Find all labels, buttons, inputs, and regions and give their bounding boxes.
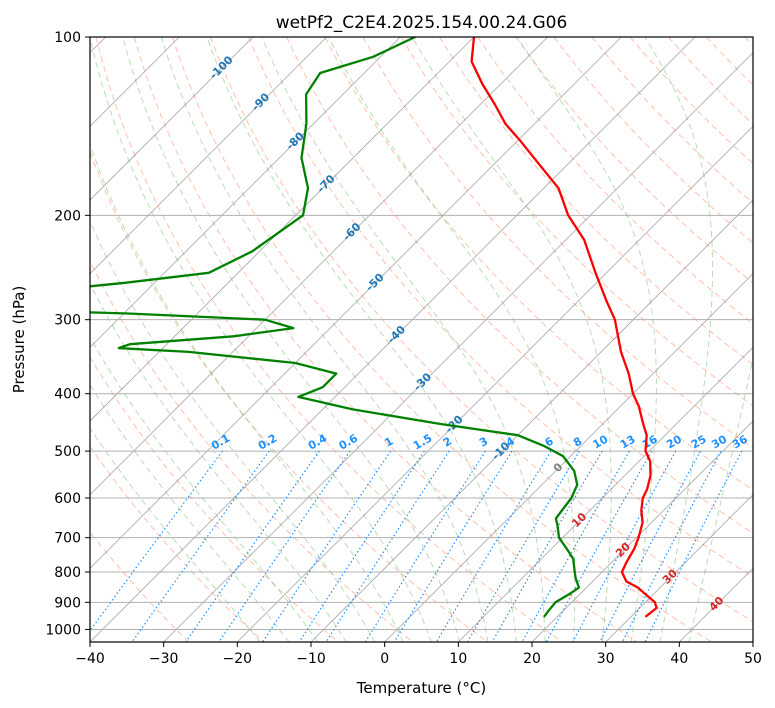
moist-adiabat-line bbox=[90, 220, 376, 642]
moist-adiabat-line bbox=[644, 37, 713, 642]
adiabat-lines bbox=[90, 37, 753, 642]
y-tick-label: 300 bbox=[54, 313, 81, 329]
isotherm-line bbox=[531, 420, 753, 642]
isotherm-line bbox=[90, 37, 254, 201]
moist-adiabat-line bbox=[90, 383, 290, 642]
mixing-ratio-line bbox=[621, 450, 722, 642]
mixing-ratio-line bbox=[521, 450, 631, 642]
y-tick-label: 600 bbox=[54, 491, 81, 507]
dry-adiabat-line bbox=[95, 37, 563, 642]
dry-adiabat-line bbox=[438, 37, 753, 366]
mixing-ratio-line bbox=[545, 450, 653, 642]
moist-adiabat-line bbox=[328, 37, 576, 642]
isobar-lines bbox=[90, 37, 753, 630]
isotherm-lines bbox=[90, 37, 753, 642]
dry-adiabat-line bbox=[90, 150, 488, 642]
isotherm-line bbox=[90, 37, 696, 642]
isotherm-line bbox=[90, 37, 475, 422]
sounding-profiles bbox=[90, 37, 658, 618]
moist-adiabat-line bbox=[411, 37, 612, 642]
mixing-ratio-lines bbox=[90, 450, 743, 642]
y-tick-label: 400 bbox=[54, 387, 81, 403]
dry-adiabat-line bbox=[477, 37, 753, 325]
x-tick-label: 40 bbox=[670, 651, 688, 667]
mixing-ratio-line bbox=[572, 450, 677, 642]
x-tick-label: −40 bbox=[75, 651, 105, 667]
x-tick-label: −10 bbox=[296, 651, 326, 667]
temperature-profile-line bbox=[470, 37, 658, 618]
mixing-ratio-line bbox=[491, 450, 603, 642]
dry-adiabat-line bbox=[171, 37, 712, 642]
isotherm-line bbox=[90, 37, 401, 348]
y-tick-label: 800 bbox=[54, 565, 81, 581]
isotherm-line bbox=[384, 273, 753, 642]
x-tick-label: 10 bbox=[449, 651, 467, 667]
chart-title: wetPf2_C2E4.2025.154.00.24.G06 bbox=[276, 13, 568, 33]
moist-adiabat-line bbox=[90, 427, 261, 642]
moist-adiabat-line bbox=[261, 37, 546, 642]
y-tick-label: 500 bbox=[54, 444, 81, 460]
x-axis-label: Temperature (°C) bbox=[356, 679, 486, 697]
isotherm-line bbox=[90, 37, 548, 496]
y-tick-label: 700 bbox=[54, 531, 81, 547]
moist-adiabat-line bbox=[90, 282, 347, 642]
isotherm-line bbox=[163, 52, 753, 642]
plot-area: 0.1 0.2 0.4 0.6 1 1.5 2 3 4 6 8 10 13 16 20 25 30 36-100-… bbox=[89, 36, 754, 643]
mixing-ratio-line bbox=[393, 450, 513, 642]
moist-adiabat-line bbox=[122, 37, 461, 642]
isotherm-line bbox=[237, 125, 753, 642]
y-tick-label: 900 bbox=[54, 595, 81, 611]
mixing-ratio-line bbox=[218, 450, 351, 642]
mixing-ratio-line bbox=[599, 450, 702, 642]
isotherm-line bbox=[752, 641, 753, 642]
isotherm-line bbox=[605, 494, 753, 642]
moist-adiabat-line bbox=[160, 37, 489, 642]
moist-adiabat-line bbox=[206, 37, 517, 642]
x-tick-label: 50 bbox=[744, 651, 762, 667]
moist-adiabat-line bbox=[90, 37, 432, 642]
dry-adiabat-line bbox=[248, 37, 753, 578]
dry-adiabat-line bbox=[133, 37, 638, 642]
dry-adiabat-line bbox=[90, 445, 264, 642]
dry-adiabat-line bbox=[210, 37, 753, 623]
dry-adiabat-line bbox=[324, 37, 753, 491]
moist-adiabat-line bbox=[688, 355, 753, 642]
mixing-ratio-line bbox=[90, 450, 223, 632]
y-tick-label: 200 bbox=[54, 208, 81, 224]
mixing-ratio-line bbox=[298, 450, 425, 642]
moist-adiabat-line bbox=[90, 142, 404, 642]
mixing-ratio-line bbox=[262, 450, 392, 642]
x-tick-label: 30 bbox=[597, 651, 615, 667]
y-tick-label: 1000 bbox=[45, 622, 81, 638]
isotherm-line bbox=[310, 199, 753, 642]
y-axis: 100 200 300 400 500 600 700 800 900 1000 bbox=[45, 30, 90, 638]
moist-adiabat-line bbox=[516, 37, 657, 642]
dry-adiabat-line bbox=[90, 356, 339, 642]
x-tick-label: −30 bbox=[149, 651, 179, 667]
mixing-ratio-line bbox=[644, 450, 743, 642]
x-axis: −40 −30 −20 −10 0 10 20 30 40 50 bbox=[75, 642, 762, 667]
plot-frame bbox=[89, 36, 754, 643]
mixing-ratio-line bbox=[185, 450, 320, 642]
x-tick-label: −20 bbox=[223, 651, 253, 667]
isotherm-line bbox=[458, 346, 753, 642]
isotherm-line bbox=[90, 37, 622, 569]
x-tick-label: 0 bbox=[380, 651, 389, 667]
y-tick-label: 100 bbox=[54, 30, 81, 46]
moist-adiabat-line bbox=[90, 336, 319, 642]
dewpoint-profile-line bbox=[90, 37, 581, 618]
x-tick-label: 20 bbox=[523, 651, 541, 667]
isotherm-line bbox=[90, 37, 327, 275]
y-axis-label: Pressure (hPa) bbox=[10, 286, 28, 394]
